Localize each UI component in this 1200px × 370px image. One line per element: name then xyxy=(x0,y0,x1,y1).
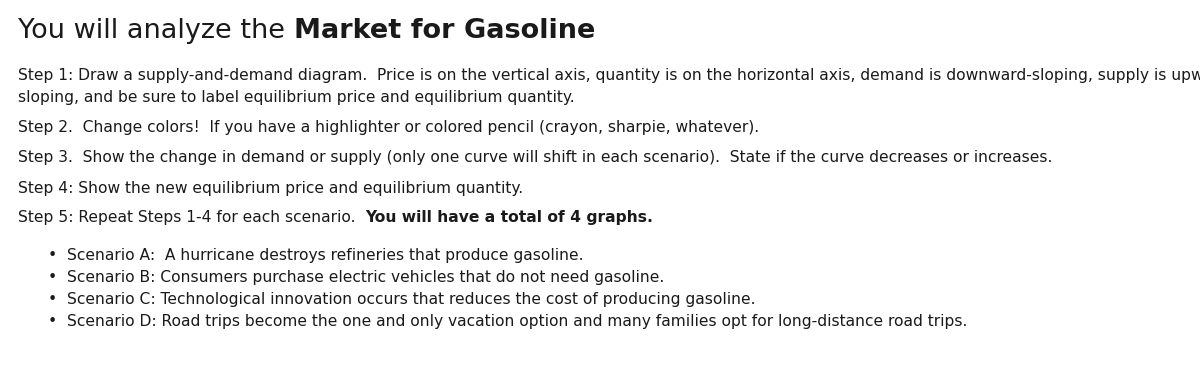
Text: •: • xyxy=(48,248,67,263)
Text: sloping, and be sure to label equilibrium price and equilibrium quantity.: sloping, and be sure to label equilibriu… xyxy=(18,90,575,105)
Text: •: • xyxy=(48,270,67,285)
Text: Step 3.  Show the change in demand or supply (only one curve will shift in each : Step 3. Show the change in demand or sup… xyxy=(18,150,1052,165)
Text: Scenario B: Consumers purchase electric vehicles that do not need gasoline.: Scenario B: Consumers purchase electric … xyxy=(67,270,665,285)
Text: Scenario A:  A hurricane destroys refineries that produce gasoline.: Scenario A: A hurricane destroys refiner… xyxy=(67,248,583,263)
Text: Step 2.  Change colors!  If you have a highlighter or colored pencil (crayon, sh: Step 2. Change colors! If you have a hig… xyxy=(18,120,760,135)
Text: Market for Gasoline: Market for Gasoline xyxy=(294,18,595,44)
Text: Scenario C: Technological innovation occurs that reduces the cost of producing g: Scenario C: Technological innovation occ… xyxy=(67,292,756,307)
Text: Scenario D: Road trips become the one and only vacation option and many families: Scenario D: Road trips become the one an… xyxy=(67,314,967,329)
Text: Step 5: Repeat Steps 1-4 for each scenario.: Step 5: Repeat Steps 1-4 for each scenar… xyxy=(18,210,365,225)
Text: Step 1: Draw a supply-and-demand diagram.  Price is on the vertical axis, quanti: Step 1: Draw a supply-and-demand diagram… xyxy=(18,68,1200,83)
Text: •: • xyxy=(48,292,67,307)
Text: Step 4: Show the new equilibrium price and equilibrium quantity.: Step 4: Show the new equilibrium price a… xyxy=(18,181,523,196)
Text: You will analyze the: You will analyze the xyxy=(18,18,294,44)
Text: •: • xyxy=(48,314,67,329)
Text: You will have a total of 4 graphs.: You will have a total of 4 graphs. xyxy=(365,210,653,225)
